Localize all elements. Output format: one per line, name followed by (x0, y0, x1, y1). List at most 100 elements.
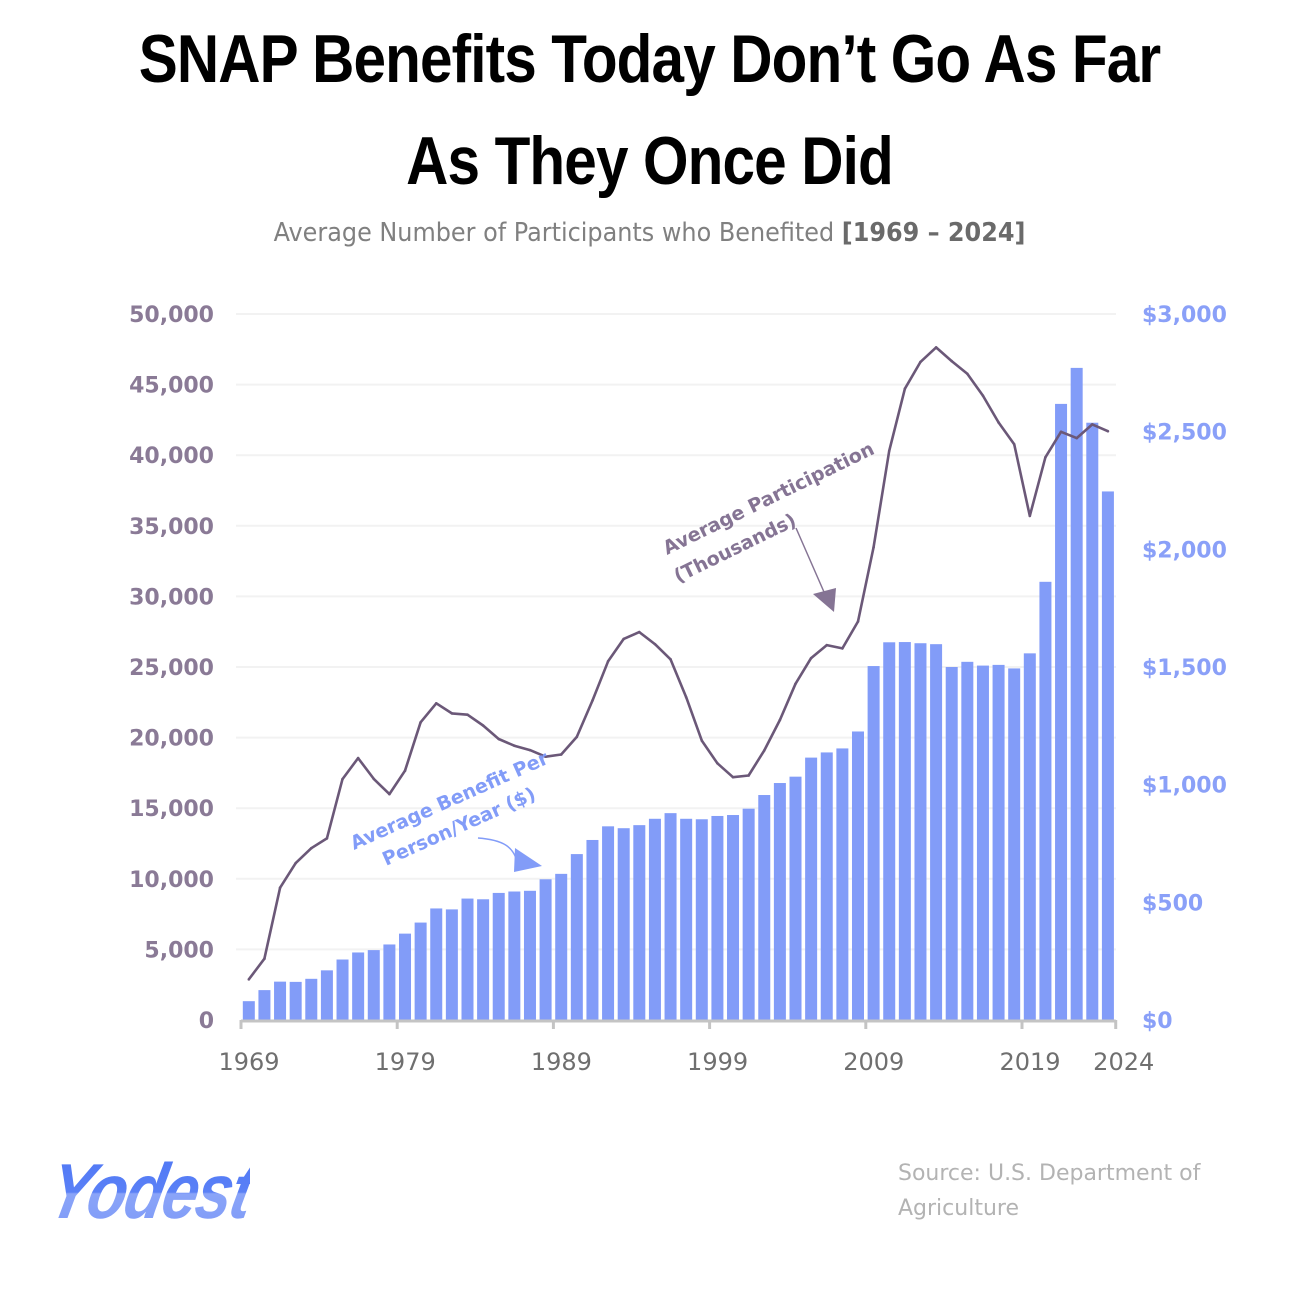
left-axis-tick-label: 25,000 (129, 656, 214, 681)
bar-2006 (820, 752, 833, 1020)
line-point-1969 (247, 978, 251, 981)
line-point-2011 (903, 387, 907, 391)
line-point-2016 (981, 394, 985, 397)
right-axis-tick-label: $3,000 (1142, 303, 1227, 328)
bar-1986 (508, 891, 521, 1020)
line-point-1998 (700, 739, 704, 742)
line-point-1997 (684, 695, 688, 699)
left-axis-tick-label: 30,000 (129, 585, 214, 610)
right-axis-tick-label: $2,500 (1142, 421, 1227, 446)
bar-2008 (851, 731, 864, 1020)
bar-1980 (414, 922, 427, 1020)
bar-1972 (289, 981, 302, 1020)
line-point-2018 (1012, 442, 1016, 446)
source-note: Source: U.S. Department of Agriculture (898, 1161, 1201, 1221)
bar-2015 (961, 661, 974, 1020)
line-point-2000 (731, 775, 735, 779)
line-point-1974 (325, 837, 329, 840)
line-point-1996 (669, 658, 672, 661)
line-point-1993 (622, 637, 625, 641)
line-point-2019 (1028, 514, 1032, 518)
line-point-2017 (997, 421, 1000, 424)
bar-2019 (1023, 653, 1036, 1020)
x-axis-tick-label: 1969 (218, 1048, 279, 1076)
line-point-2014 (950, 359, 954, 363)
line-point-1994 (638, 630, 641, 634)
bar-1998 (695, 819, 708, 1020)
line-point-1991 (591, 699, 594, 702)
bar-annotation-arrowhead-icon (514, 848, 542, 872)
line-point-2008 (856, 620, 860, 623)
bar-1971 (274, 981, 287, 1020)
bar-1974 (320, 970, 333, 1020)
left-axis-tick-label: 40,000 (129, 444, 214, 469)
bar-2017 (992, 664, 1005, 1020)
line-point-2009 (872, 545, 875, 549)
chart-title-line-1: SNAP Benefits Today Don’t Go As Far (138, 21, 1161, 97)
line-point-1988 (544, 755, 547, 759)
bar-1979 (399, 933, 412, 1020)
line-point-1992 (606, 659, 610, 663)
x-axis-tick-label: 1999 (687, 1048, 748, 1076)
bar-2010 (883, 642, 896, 1020)
bar-1995 (648, 818, 661, 1020)
line-point-1970 (263, 957, 266, 961)
bar-2004 (789, 776, 802, 1020)
right-axis-tick-label: $0 (1142, 1009, 1173, 1034)
line-point-2006 (825, 643, 829, 647)
line-point-2001 (747, 774, 750, 777)
line-point-2012 (919, 360, 922, 364)
line-point-1986 (513, 744, 516, 747)
bar-2021 (1055, 403, 1068, 1020)
line-point-2024 (1106, 429, 1110, 433)
bar-1992 (602, 826, 615, 1020)
bar-1983 (461, 898, 474, 1020)
bar-2016 (976, 665, 989, 1020)
right-axis-tick-label: $2,000 (1142, 538, 1227, 563)
right-axis-tick-label: $1,500 (1142, 656, 1227, 681)
right-axis-tick-label: $500 (1142, 891, 1203, 916)
line-point-2002 (762, 749, 766, 752)
bar-2022 (1070, 367, 1083, 1020)
line-point-2022 (1075, 436, 1078, 440)
chart-title-line-2: As They Once Did (406, 123, 894, 199)
bar-series (242, 367, 1114, 1020)
bar-2002 (758, 795, 771, 1020)
subtitle-text: Average Number of Participants who Benef… (273, 218, 842, 248)
x-axis-tick-label: 2019 (999, 1048, 1060, 1076)
bar-1990 (570, 854, 583, 1020)
line-point-1999 (716, 761, 719, 765)
bar-annotation-arrow (477, 837, 517, 859)
bar-1996 (664, 813, 677, 1020)
line-point-1978 (388, 792, 391, 796)
chart-subtitle: Average Number of Participants who Benef… (52, 218, 1247, 248)
bar-2012 (914, 643, 927, 1020)
bar-1999 (711, 815, 724, 1020)
left-axis-tick-label: 5,000 (144, 938, 214, 963)
line-point-2010 (887, 449, 891, 453)
line-point-2007 (841, 647, 844, 650)
bar-1991 (586, 839, 599, 1020)
bar-1976 (352, 952, 365, 1020)
line-point-1972 (294, 861, 297, 865)
bar-1981 (430, 908, 443, 1020)
line-point-1975 (341, 777, 344, 781)
bar-1985 (492, 892, 505, 1020)
bar-1969 (242, 1001, 255, 1020)
bar-2014 (945, 667, 958, 1020)
bar-1993 (617, 828, 630, 1020)
line-point-1979 (403, 769, 407, 773)
bar-2023 (1086, 422, 1099, 1020)
svg-text:Yodest: Yodest (41, 1149, 250, 1235)
line-series (247, 346, 1110, 981)
bar-2001 (742, 808, 755, 1020)
line-point-1989 (559, 753, 563, 756)
line-point-1982 (450, 712, 454, 715)
line-point-1977 (372, 777, 376, 781)
bar-2000 (727, 815, 740, 1020)
line-annotation-arrowhead-icon (813, 588, 836, 612)
line-point-1971 (278, 886, 282, 890)
x-axis-tick-label: 2009 (843, 1048, 904, 1076)
left-axis-tick-label: 10,000 (129, 868, 214, 893)
bar-1977 (367, 950, 380, 1020)
